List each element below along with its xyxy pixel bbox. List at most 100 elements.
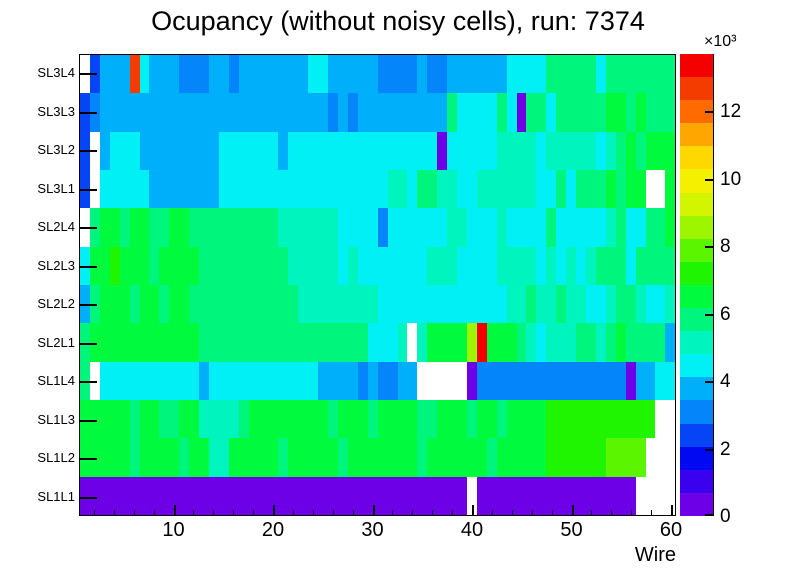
heatmap-cell	[169, 476, 180, 515]
heatmap-cell	[457, 93, 467, 132]
heatmap-cell	[595, 169, 606, 209]
x-major-tick	[173, 505, 176, 515]
x-major-tick	[571, 505, 574, 515]
heatmap-cell	[278, 476, 289, 515]
heatmap-cell	[298, 438, 309, 477]
heatmap-cell	[99, 93, 110, 132]
heatmap-cell	[655, 323, 666, 362]
heatmap-cell	[367, 93, 378, 132]
heatmap-cell	[615, 323, 626, 362]
heatmap-cell	[605, 55, 616, 94]
heatmap-cell	[476, 208, 487, 247]
heatmap-cell	[397, 208, 408, 247]
heatmap-cell	[496, 55, 507, 94]
heatmap	[79, 54, 676, 516]
heatmap-cell	[367, 323, 378, 362]
heatmap-rows	[80, 55, 676, 515]
heatmap-cell	[476, 131, 487, 170]
heatmap-cell	[328, 93, 338, 132]
heatmap-cell	[407, 438, 418, 477]
heatmap-cell	[258, 399, 269, 439]
heatmap-cell	[476, 169, 487, 209]
heatmap-cell	[566, 55, 577, 94]
heatmap-cell	[347, 323, 358, 362]
heatmap-cell	[367, 55, 378, 94]
heatmap-cell	[119, 55, 130, 94]
heatmap-cell	[228, 476, 239, 515]
heatmap-cell	[199, 323, 209, 362]
heatmap-cell	[516, 323, 527, 362]
heatmap-cell	[605, 476, 616, 515]
heatmap-cell	[407, 169, 418, 209]
heatmap-cell	[357, 399, 368, 439]
heatmap-cell	[645, 438, 656, 477]
heatmap-cell	[99, 169, 110, 209]
colorbar-label-6: 6	[720, 303, 731, 325]
heatmap-cell	[536, 93, 547, 132]
heatmap-cell	[99, 284, 110, 324]
heatmap-cell	[427, 246, 438, 285]
heatmap-cell	[387, 169, 398, 209]
heatmap-cell	[387, 323, 398, 362]
y-tick	[80, 458, 97, 461]
heatmap-cell	[258, 93, 269, 132]
heatmap-cell	[109, 169, 120, 209]
heatmap-cell	[625, 361, 636, 400]
heatmap-cell	[218, 208, 229, 247]
heatmap-cell	[387, 284, 398, 324]
y-axis-label-sl2l3: SL2L3	[37, 257, 75, 273]
heatmap-cell	[417, 246, 428, 285]
heatmap-cell	[149, 208, 160, 247]
heatmap-cell	[357, 208, 368, 247]
heatmap-cell	[466, 131, 477, 170]
heatmap-cell	[367, 246, 378, 285]
heatmap-cell	[347, 399, 358, 439]
heatmap-row-sl1l2	[80, 438, 676, 477]
heatmap-cell	[139, 246, 150, 285]
colorbar-band	[680, 238, 713, 262]
heatmap-cell	[595, 131, 606, 170]
heatmap-cell	[367, 284, 378, 324]
heatmap-cell	[218, 399, 229, 439]
heatmap-cell	[536, 323, 547, 362]
heatmap-cell	[159, 93, 170, 132]
heatmap-cell	[298, 208, 309, 247]
heatmap-cell	[238, 131, 249, 170]
heatmap-cell	[377, 399, 388, 439]
heatmap-cell	[516, 438, 527, 477]
heatmap-cell	[635, 284, 646, 324]
heatmap-cell	[427, 323, 438, 362]
heatmap-cell	[536, 208, 547, 247]
heatmap-cell	[595, 93, 606, 132]
heatmap-cell	[625, 131, 636, 170]
heatmap-cell	[466, 323, 477, 362]
heatmap-cell	[457, 169, 467, 209]
y-tick	[80, 381, 97, 384]
x-major-tick	[273, 505, 276, 515]
heatmap-cell	[605, 399, 616, 439]
heatmap-row-sl1l4	[80, 361, 676, 400]
heatmap-cell	[516, 284, 527, 324]
heatmap-cell	[159, 399, 170, 439]
heatmap-cell	[357, 131, 368, 170]
heatmap-cell	[496, 93, 507, 132]
heatmap-cell	[655, 438, 666, 477]
heatmap-cell	[278, 246, 289, 285]
heatmap-cell	[357, 323, 368, 362]
colorbar-exponent: ×10³	[704, 33, 737, 50]
heatmap-cell	[566, 399, 577, 439]
x-minor-tick	[312, 510, 314, 515]
heatmap-cell	[407, 131, 418, 170]
heatmap-cell	[387, 361, 398, 400]
heatmap-cell	[109, 55, 120, 94]
heatmap-cell	[139, 131, 150, 170]
heatmap-cell	[595, 246, 606, 285]
heatmap-cell	[576, 131, 587, 170]
heatmap-cell	[109, 361, 120, 400]
heatmap-cell	[655, 361, 666, 400]
heatmap-cell	[506, 284, 517, 324]
heatmap-cell	[417, 284, 428, 324]
heatmap-cell	[228, 131, 239, 170]
heatmap-cell	[337, 169, 348, 209]
